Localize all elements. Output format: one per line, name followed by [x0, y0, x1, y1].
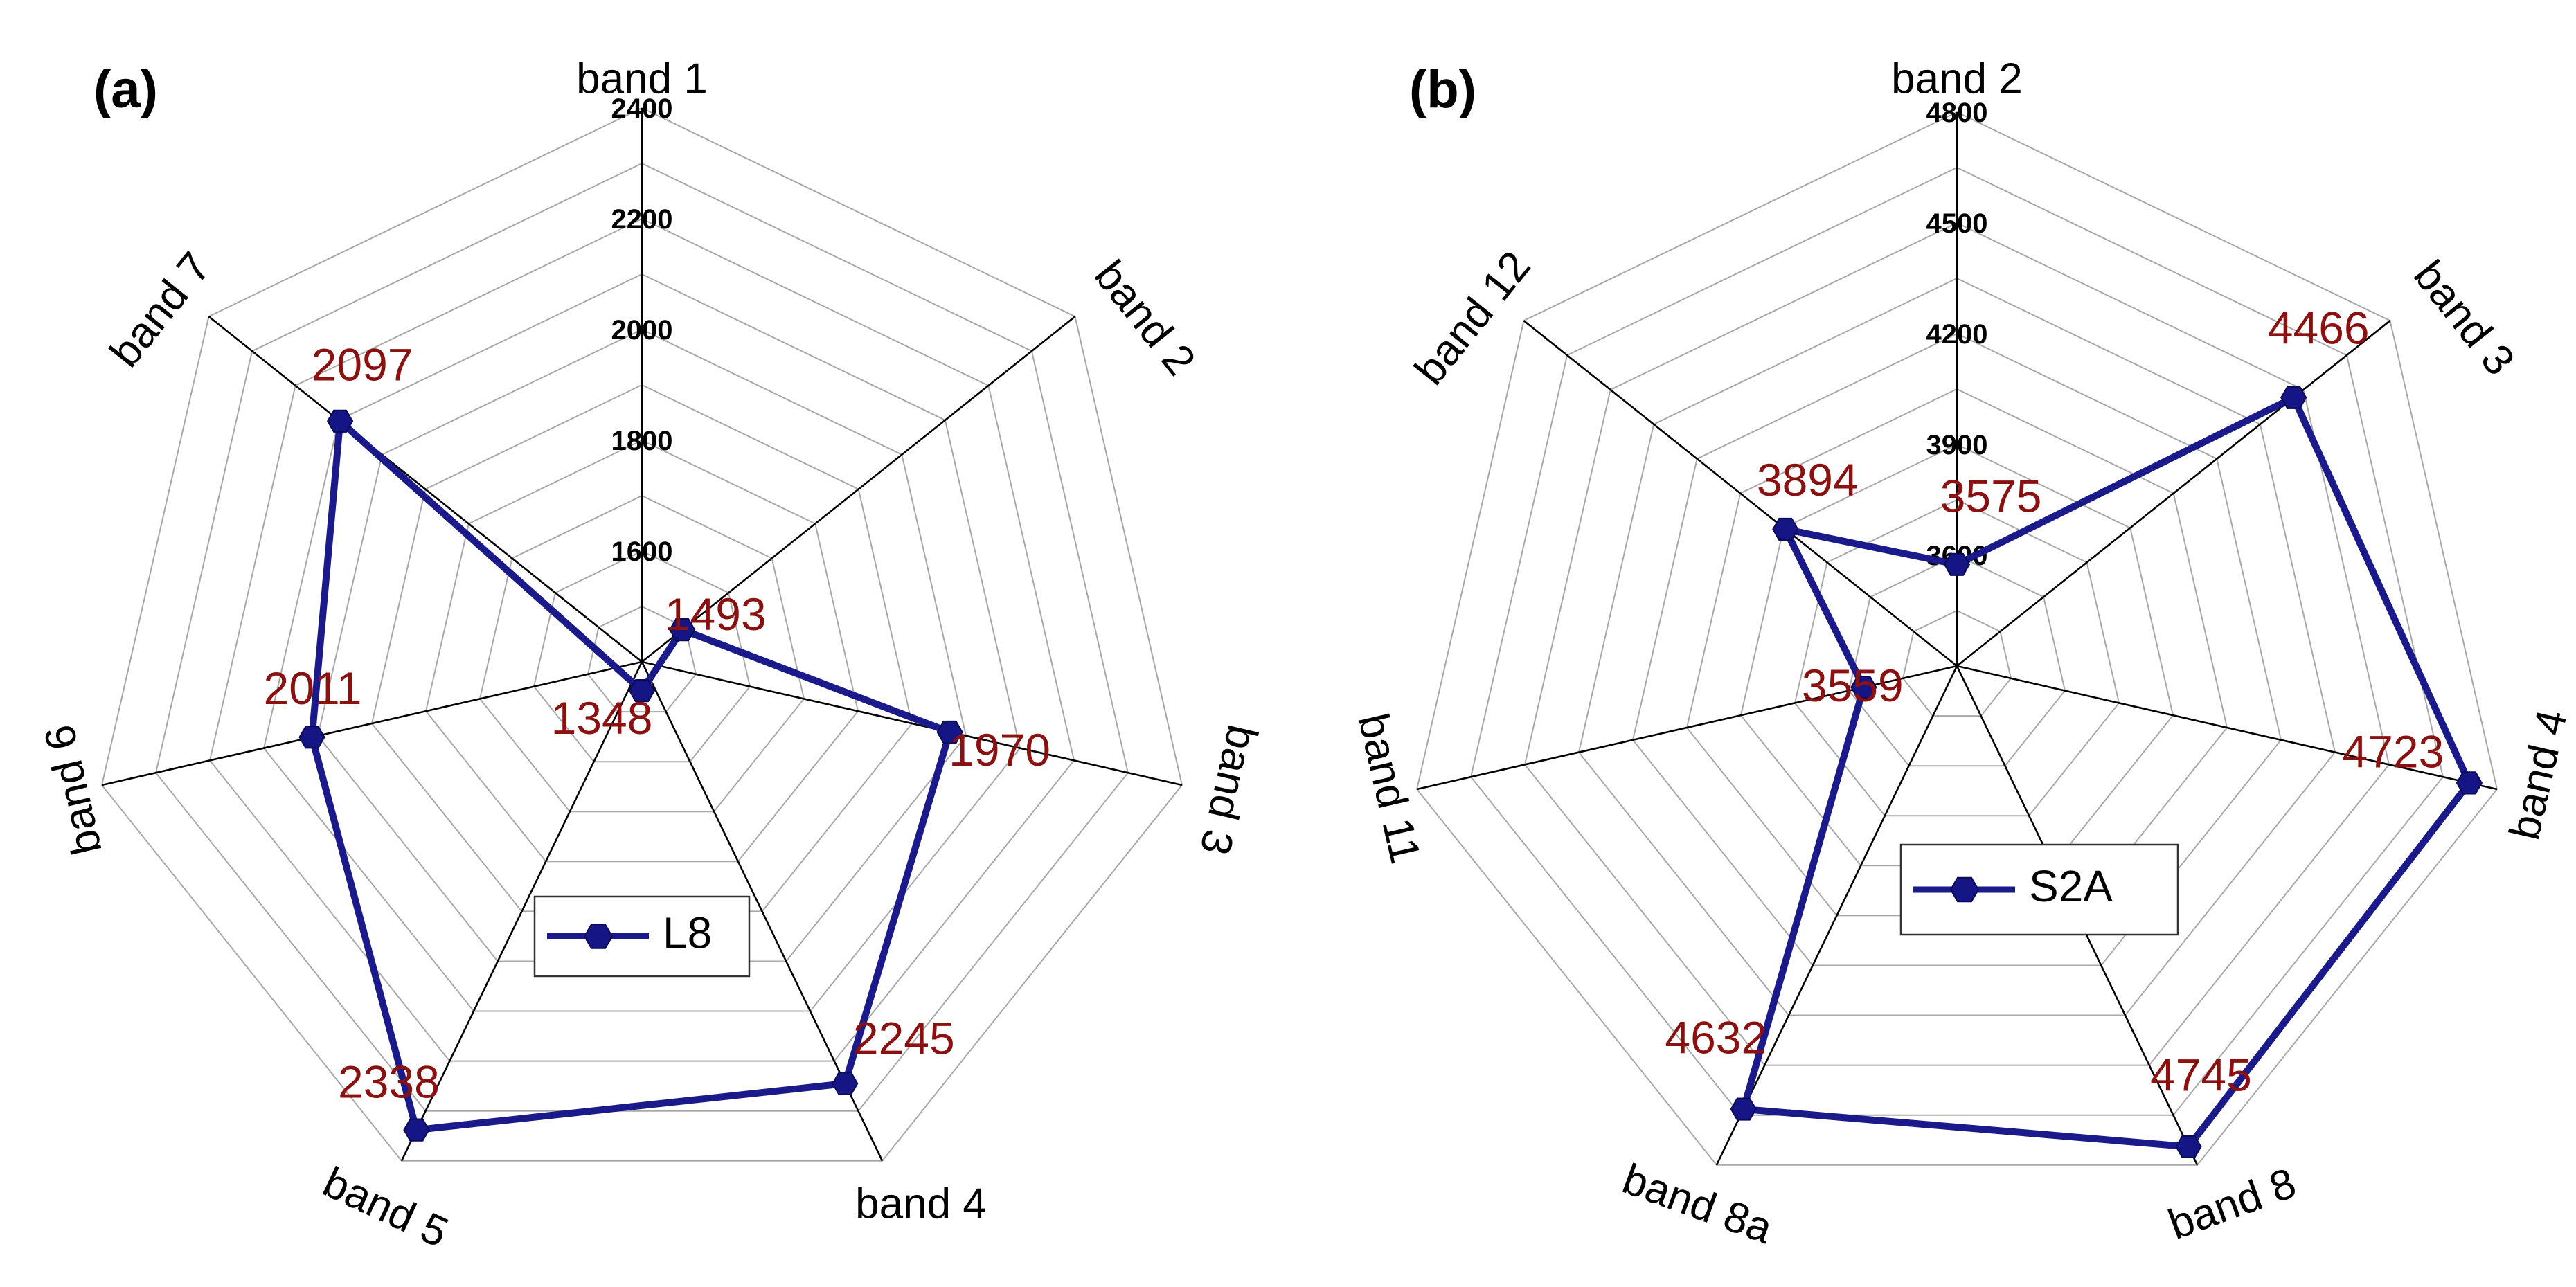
radial-tick-label: 2000: [611, 315, 673, 345]
axis-spoke: [641, 316, 1076, 663]
category-label: band 2: [1891, 55, 2023, 102]
category-label: band 4: [2501, 705, 2576, 844]
grid-ring: [208, 217, 1075, 1062]
category-label: band 3: [1190, 721, 1267, 859]
data-point-marker: [832, 1072, 859, 1095]
grid-ring: [424, 439, 859, 863]
data-point-marker: [669, 618, 696, 642]
data-point-marker: [628, 679, 656, 703]
data-label: 4632: [1665, 1011, 1766, 1063]
legend-label: S2A: [2029, 861, 2113, 911]
category-label: band 1: [576, 55, 708, 102]
data-label: 2011: [264, 663, 362, 714]
data-label: 1970: [949, 724, 1050, 775]
grid-ring: [1416, 111, 2498, 1166]
grid-ring: [478, 494, 805, 813]
axis-spoke: [208, 316, 643, 663]
data-point-marker: [2280, 386, 2307, 409]
data-label: 3575: [1940, 471, 2042, 522]
data-point-marker: [936, 720, 963, 744]
data-point-marker: [403, 1118, 430, 1142]
panel-label: (a): [93, 60, 158, 119]
category-label: band 6: [35, 721, 111, 859]
data-label: 3559: [1802, 660, 1904, 711]
category-label: band 3: [2404, 252, 2523, 384]
data-label: 3894: [1757, 454, 1859, 505]
panel-label: (b): [1409, 60, 1476, 119]
radial-tick-label: 3900: [1926, 430, 1988, 460]
grid-ring: [1794, 498, 2120, 817]
series-line: [1739, 393, 2474, 1151]
data-label: 1493: [665, 588, 767, 640]
data-label: 4723: [2342, 726, 2444, 777]
radial-tick-label: 2200: [611, 204, 673, 235]
legend-label: L8: [663, 908, 712, 957]
data-point-marker: [1943, 552, 1971, 576]
category-label: band 12: [1406, 242, 1540, 393]
legend-marker: [583, 924, 614, 949]
data-label: 2245: [853, 1013, 955, 1064]
axis-spoke: [1956, 320, 2391, 667]
legend-marker: [1949, 876, 1980, 903]
data-point-marker: [2456, 771, 2483, 795]
data-label: 4466: [2268, 303, 2370, 354]
data-label: 2338: [338, 1056, 440, 1108]
grid-ring: [1848, 554, 2066, 767]
grid-ring: [1902, 609, 2012, 717]
category-label: band 2: [1085, 252, 1204, 384]
data-point-marker: [2175, 1135, 2202, 1158]
data-label: 4745: [2150, 1050, 2252, 1101]
radial-tick-label: 1600: [611, 537, 673, 567]
series-line: [308, 413, 954, 1134]
axis-spoke: [400, 661, 643, 1162]
grid-ring: [1577, 277, 2336, 1016]
axis-spoke: [641, 660, 1183, 786]
radial-tick-label: 1800: [611, 426, 673, 456]
category-label: band 5: [316, 1158, 455, 1257]
grid-ring: [101, 107, 1183, 1162]
data-point-marker: [1730, 1097, 1757, 1121]
grid-ring: [1631, 332, 2282, 966]
radial-tick-label: 4800: [1926, 98, 1988, 128]
category-label: band 4: [855, 1180, 987, 1227]
data-label: 1348: [551, 692, 653, 744]
grid-ring: [155, 162, 1129, 1112]
data-point-marker: [1772, 517, 1799, 541]
grid-ring: [1470, 166, 2444, 1116]
category-label: band 7: [101, 244, 220, 376]
data-point-marker: [1850, 676, 1877, 699]
data-point-marker: [326, 409, 354, 433]
data-label: 2097: [312, 339, 413, 390]
axis-spoke: [101, 660, 643, 786]
radial-tick-label: 4200: [1926, 319, 1988, 350]
data-point-marker: [298, 726, 325, 749]
axis-spoke: [1715, 665, 1958, 1166]
axis-spoke: [1956, 665, 2498, 791]
radial-tick-label: 2400: [611, 93, 673, 124]
grid-ring: [262, 273, 1021, 1012]
radial-tick-label: 4500: [1926, 208, 1988, 239]
category-label: band 8a: [1616, 1155, 1779, 1253]
axis-spoke: [1523, 320, 1958, 667]
category-label: band 8: [2163, 1159, 2302, 1249]
